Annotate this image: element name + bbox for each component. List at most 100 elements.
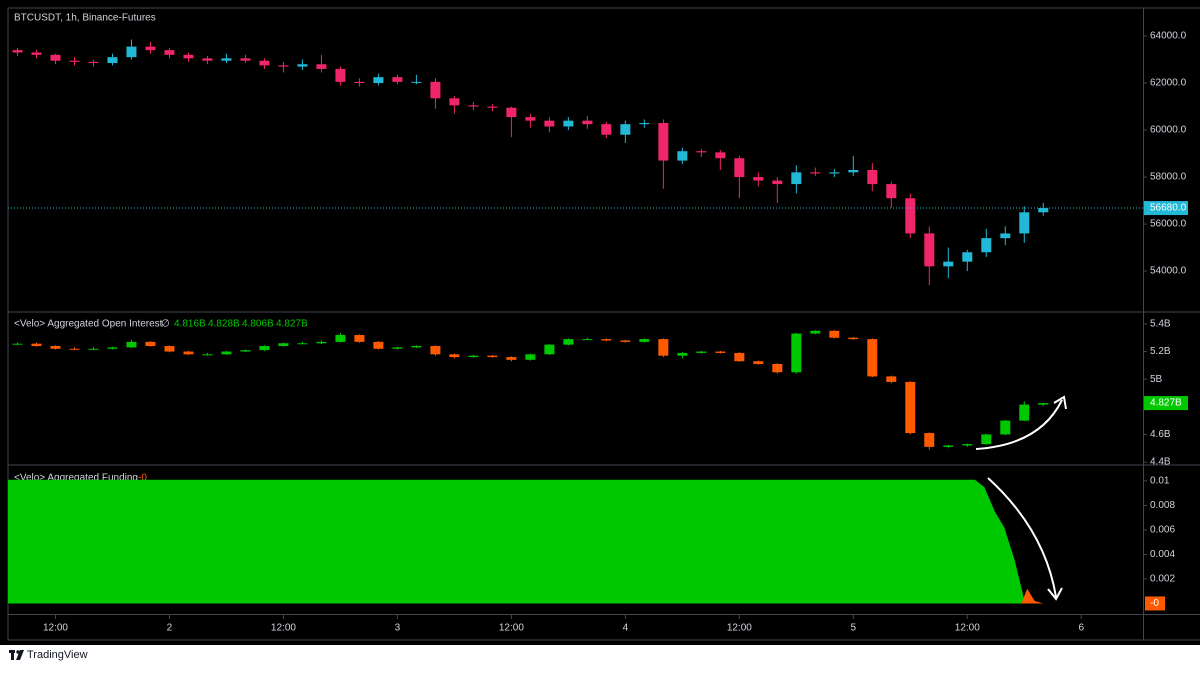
logo-part xyxy=(11,650,14,660)
candle-body xyxy=(544,120,555,127)
arrow-up xyxy=(975,399,1063,450)
candle-body xyxy=(468,105,479,107)
candle-body xyxy=(734,352,745,362)
x-tick-label: 2 xyxy=(167,623,173,634)
candle-body xyxy=(962,252,973,262)
candle-body xyxy=(31,343,42,347)
candle-body xyxy=(582,339,593,341)
logo xyxy=(9,650,24,660)
candle-body xyxy=(981,238,992,253)
y-tick-label: 0.002 xyxy=(1150,574,1175,585)
candle-body xyxy=(924,433,935,447)
candle-body xyxy=(126,341,137,348)
candle-body xyxy=(240,58,251,61)
candle-body xyxy=(297,64,308,67)
funding-last: -0 xyxy=(138,473,147,484)
candle-body xyxy=(164,50,175,55)
y-tick-label: 4.6B xyxy=(1150,429,1171,440)
footer-background xyxy=(0,645,1200,668)
candle-body xyxy=(886,184,897,199)
x-tick-label: 3 xyxy=(395,623,401,634)
x-tick-label: 4 xyxy=(623,623,629,634)
candle-body xyxy=(734,158,745,178)
candle-body xyxy=(373,341,384,349)
x-tick-label: 12:00 xyxy=(43,623,68,634)
candle-body xyxy=(1019,212,1030,234)
candle-body xyxy=(905,381,916,434)
candle-body xyxy=(943,261,954,267)
candle-body xyxy=(962,444,973,446)
candle-body xyxy=(658,122,669,161)
ohlc-value: 4.806B xyxy=(242,319,274,330)
y-tick-label: 5.2B xyxy=(1150,346,1171,357)
candle-body xyxy=(658,339,669,356)
candle-body xyxy=(411,81,422,83)
candle-body xyxy=(107,347,118,349)
candle-body xyxy=(506,107,517,118)
last-value-box xyxy=(1144,201,1188,216)
x-tick-label: 12:00 xyxy=(955,623,980,634)
candle-body xyxy=(392,347,403,349)
y-tick-label: 62000.0 xyxy=(1150,78,1187,89)
candle-body xyxy=(639,339,650,342)
x-tick-label: 5 xyxy=(851,623,857,634)
candle-body xyxy=(1000,420,1011,435)
pane-title: <Velo> Aggregated Open Interest xyxy=(14,319,163,330)
last-value-label: 4.827B xyxy=(1150,398,1182,409)
last-value-label: -0 xyxy=(1150,598,1159,609)
candle-body xyxy=(88,61,99,64)
candle-body xyxy=(335,68,346,82)
logo-part xyxy=(16,650,24,660)
candle-body xyxy=(886,376,897,382)
candle-body xyxy=(12,343,23,345)
candle-body xyxy=(620,340,631,342)
x-tick-label: 12:00 xyxy=(271,623,296,634)
candle-body xyxy=(316,341,327,344)
candle-body xyxy=(221,58,232,61)
candle-body xyxy=(1038,208,1049,213)
candle-body xyxy=(126,46,137,58)
candle-body xyxy=(183,351,194,355)
candle-body xyxy=(753,361,764,364)
candle-body xyxy=(335,334,346,342)
candle-body xyxy=(297,343,308,345)
candle-body xyxy=(449,354,460,358)
candle-body xyxy=(69,60,80,62)
candle-body xyxy=(69,348,80,350)
x-tick-label: 12:00 xyxy=(727,623,752,634)
footer-brand: TradingView xyxy=(27,649,88,661)
y-tick-label: 0.008 xyxy=(1150,500,1175,511)
candle-body xyxy=(259,60,270,66)
funding-area xyxy=(8,479,1025,604)
candle-body xyxy=(696,151,707,153)
pane-title: BTCUSDT, 1h, Binance-Futures xyxy=(14,13,156,24)
candle-body xyxy=(430,346,441,355)
candle-body xyxy=(468,355,479,358)
candle-body xyxy=(316,64,327,69)
pane-title: <Velo> Aggregated Funding xyxy=(14,473,138,484)
candle-body xyxy=(544,344,555,355)
y-tick-label: 5.4B xyxy=(1150,319,1171,330)
candle-body xyxy=(240,350,251,352)
candle-body xyxy=(924,233,935,267)
pane-borders xyxy=(7,7,1200,641)
candle-body xyxy=(601,124,612,135)
candle-body xyxy=(183,54,194,59)
candle-body xyxy=(848,169,859,173)
candle-body xyxy=(107,57,118,64)
candle-body xyxy=(696,351,707,353)
candle-body xyxy=(981,434,992,445)
candle-body xyxy=(1019,404,1030,421)
arrow-head xyxy=(1053,395,1067,410)
y-tick-label: 0.01 xyxy=(1150,476,1170,487)
ohlc-value: 4.816B xyxy=(174,319,206,330)
y-tick-label: 58000.0 xyxy=(1150,172,1187,183)
candle-body xyxy=(145,341,156,347)
candle-body xyxy=(810,172,821,174)
candle-body xyxy=(145,46,156,51)
candle-body xyxy=(829,172,840,174)
candle-body xyxy=(354,334,365,342)
candle-body xyxy=(373,77,384,84)
ohlc-value: 4.827B xyxy=(276,319,308,330)
candle-body xyxy=(354,81,365,84)
